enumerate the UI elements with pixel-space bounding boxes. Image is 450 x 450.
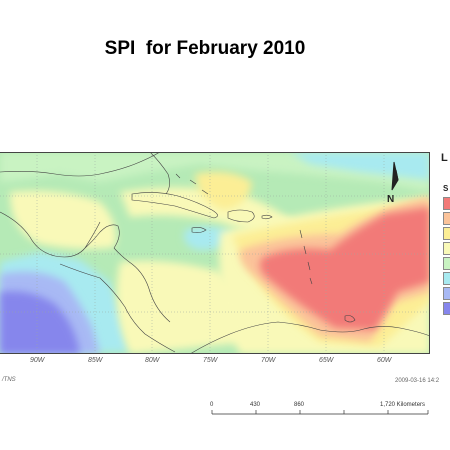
yellow-zone-central [116, 260, 251, 354]
red-zone [259, 207, 430, 330]
mexico-coast [0, 211, 101, 258]
legend-swatch-2 [443, 212, 450, 225]
central-america [59, 263, 176, 353]
map-graticule [0, 152, 430, 354]
longitude-label: 60W [377, 357, 392, 364]
page-title: SPI for February 2010 [104, 38, 306, 59]
yucatan [84, 224, 120, 249]
south-america [189, 321, 430, 354]
yellow-zone-gulf [10, 190, 116, 249]
map-source-code: /TNS [2, 377, 16, 383]
map-timestamp: 2009-03-16 14:2 [395, 378, 440, 384]
legend-subtitle: S [443, 184, 449, 193]
lesser-antilles [299, 229, 313, 285]
legend-swatch-7 [443, 287, 450, 300]
scale-label-860: 860 [294, 402, 305, 408]
land-outlines [0, 152, 430, 354]
map-frame-right [429, 152, 430, 354]
gulf-coast [0, 152, 161, 177]
cuba [131, 192, 218, 219]
longitude-label: 75W [203, 357, 218, 364]
longitude-label: 90W [30, 357, 45, 364]
hispaniola [227, 209, 255, 223]
spi-map: N [0, 152, 430, 354]
north-arrow-icon: N [387, 161, 399, 205]
longitude-label: 65W [319, 357, 334, 364]
legend-swatch-6 [443, 272, 450, 285]
bahamas [175, 173, 209, 195]
legend-title: L [441, 152, 448, 164]
scale-label-0: 0 [210, 402, 214, 408]
central-america-east [113, 247, 171, 323]
puerto-rico [261, 214, 273, 220]
legend-swatch-8 [443, 302, 450, 315]
jamaica [191, 227, 207, 233]
scale-label-1720: 1,720 Kilometers [380, 402, 426, 408]
map-frame-bottom [0, 353, 430, 354]
legend-swatch-5 [443, 257, 450, 270]
yellow-zone-cuba [120, 187, 300, 234]
map-frame-top [0, 152, 430, 153]
legend-swatch-3 [443, 227, 450, 240]
yellow-zone-bahamas [195, 171, 252, 210]
legend-swatch-4 [443, 242, 450, 255]
longitude-label: 80W [145, 357, 160, 364]
scale-bar [211, 410, 429, 415]
north-arrow-label: N [387, 194, 394, 205]
trinidad [344, 315, 356, 323]
blue-zone-core [0, 291, 80, 354]
longitude-label: 85W [88, 357, 103, 364]
scale-label-430: 430 [250, 402, 261, 408]
florida [149, 152, 170, 195]
longitude-label: 70W [261, 357, 276, 364]
legend-swatch-1 [443, 197, 450, 210]
